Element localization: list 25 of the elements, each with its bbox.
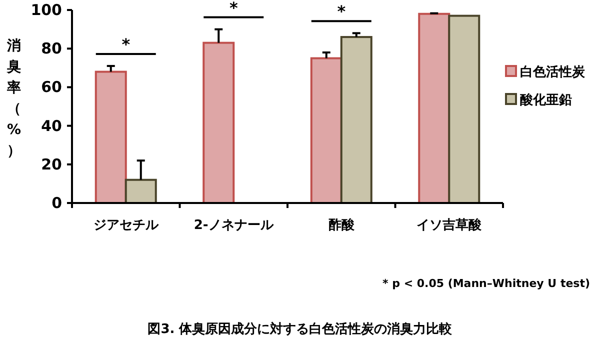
y-tick-label: 80 xyxy=(41,40,62,58)
y-axis-title: 消臭率（%） xyxy=(6,38,22,159)
annotation: * xyxy=(229,0,238,18)
annotation: * xyxy=(122,34,131,54)
annotation: * xyxy=(337,2,346,22)
bar xyxy=(202,42,235,204)
y-tick-label: 0 xyxy=(52,194,62,212)
x-tick-label: イソ吉草酸 xyxy=(416,217,483,233)
bar xyxy=(310,57,342,204)
text: * p < 0.05 (Mann–Whitney U test) xyxy=(382,277,590,290)
bar xyxy=(418,12,450,204)
legend-label: 白色活性炭 xyxy=(520,65,586,80)
bar xyxy=(340,36,372,204)
y-tick-label: 40 xyxy=(41,116,62,135)
bar xyxy=(448,14,480,204)
text: 図3. 体臭原因成分に対する白色活性炭の消臭力比較 xyxy=(148,321,454,337)
bar xyxy=(94,70,127,204)
y-tick-label: 100 xyxy=(30,1,62,19)
x-tick-label: ジアセチル xyxy=(93,218,160,233)
y-tick-label: 60 xyxy=(41,78,62,96)
legend-label: 酸化亜鉛 xyxy=(520,92,572,108)
bar xyxy=(124,178,157,204)
x-tick-label: 2-ノネナール xyxy=(194,218,274,233)
x-tick-label: 酢酸 xyxy=(328,217,356,233)
y-tick-label: 20 xyxy=(41,155,62,174)
